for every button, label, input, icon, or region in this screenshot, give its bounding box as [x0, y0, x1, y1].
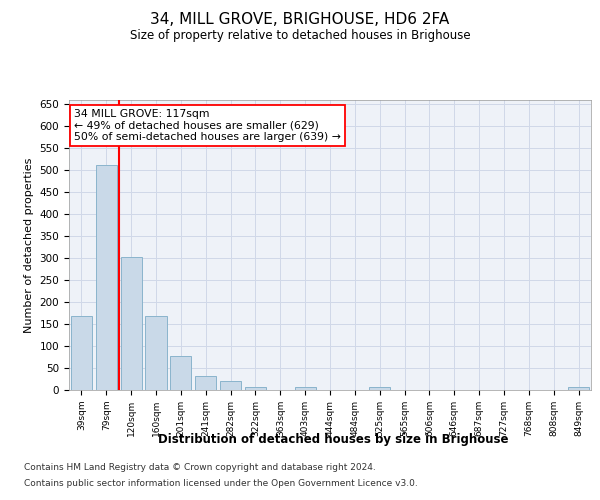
Bar [295, 387, 316, 390]
Text: 34, MILL GROVE, BRIGHOUSE, HD6 2FA: 34, MILL GROVE, BRIGHOUSE, HD6 2FA [151, 12, 449, 28]
Bar [369, 388, 390, 390]
Text: Contains public sector information licensed under the Open Government Licence v3: Contains public sector information licen… [24, 478, 418, 488]
Text: Distribution of detached houses by size in Brighouse: Distribution of detached houses by size … [158, 432, 508, 446]
Bar [195, 376, 216, 390]
Bar [245, 387, 266, 390]
Bar [71, 316, 92, 390]
Text: 34 MILL GROVE: 117sqm
← 49% of detached houses are smaller (629)
50% of semi-det: 34 MILL GROVE: 117sqm ← 49% of detached … [74, 108, 341, 142]
Bar [121, 258, 142, 390]
Bar [568, 388, 589, 390]
Bar [96, 165, 117, 390]
Bar [220, 381, 241, 390]
Text: Contains HM Land Registry data © Crown copyright and database right 2024.: Contains HM Land Registry data © Crown c… [24, 464, 376, 472]
Y-axis label: Number of detached properties: Number of detached properties [24, 158, 34, 332]
Bar [170, 356, 191, 390]
Bar [145, 316, 167, 390]
Text: Size of property relative to detached houses in Brighouse: Size of property relative to detached ho… [130, 29, 470, 42]
